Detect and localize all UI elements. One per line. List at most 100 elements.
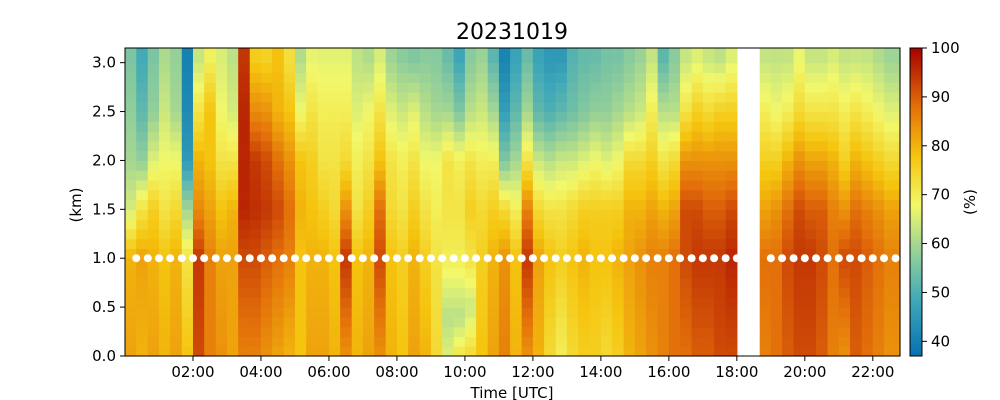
- heat-cell: [453, 82, 466, 93]
- heat-cell: [782, 131, 795, 142]
- heat-cell: [646, 268, 659, 279]
- heat-cell: [306, 199, 319, 210]
- heat-cell: [215, 160, 228, 171]
- heat-cell: [657, 180, 670, 191]
- heat-cell: [158, 326, 171, 338]
- heat-cell: [544, 160, 557, 171]
- heat-cell: [544, 277, 557, 289]
- heat-cell: [827, 248, 840, 259]
- heat-cell: [204, 297, 217, 308]
- heat-cell: [612, 219, 625, 230]
- heat-cell: [816, 228, 829, 240]
- heat-cell: [374, 150, 387, 162]
- heat-cell: [317, 287, 330, 298]
- heat-cell: [782, 72, 795, 83]
- heat-cell: [555, 346, 568, 357]
- heat-cell: [521, 62, 534, 74]
- heat-cell: [260, 219, 273, 230]
- heat-cell: [612, 326, 625, 338]
- heat-cell: [272, 180, 285, 191]
- heat-cell: [351, 131, 364, 142]
- heat-cell: [408, 219, 421, 230]
- heat-cell: [125, 140, 137, 152]
- heat-cell: [566, 238, 579, 250]
- heat-cell: [793, 258, 806, 269]
- heat-cell: [872, 121, 885, 132]
- heat-cell: [884, 219, 901, 230]
- heat-cell: [226, 248, 239, 259]
- heat-cell: [861, 336, 874, 347]
- heat-cell: [600, 82, 613, 93]
- heat-cell: [476, 82, 489, 93]
- heat-cell: [464, 199, 477, 210]
- heat-cell: [612, 72, 625, 83]
- heat-cell: [385, 62, 398, 74]
- heat-cell: [555, 219, 568, 230]
- heat-cell: [725, 287, 738, 298]
- heat-cell: [804, 268, 817, 279]
- heat-cell: [464, 82, 477, 93]
- heat-cell: [612, 209, 625, 220]
- heat-cell: [136, 150, 149, 162]
- heat-cell: [804, 346, 817, 357]
- heat-cell: [816, 209, 829, 220]
- heat-cell: [623, 92, 636, 103]
- heat-cell: [600, 209, 613, 220]
- heat-cell: [306, 170, 319, 181]
- heat-cell: [260, 121, 273, 132]
- heat-cell: [419, 140, 432, 152]
- heat-cell: [804, 336, 817, 347]
- heat-cell: [430, 92, 443, 103]
- heat-cell: [204, 140, 217, 152]
- heat-cell: [884, 346, 901, 357]
- heat-cell: [204, 150, 217, 162]
- heat-cell: [498, 219, 511, 230]
- heat-cell: [419, 307, 432, 318]
- heat-cell: [510, 48, 523, 64]
- heat-cell: [816, 72, 829, 83]
- heat-cell: [340, 140, 353, 152]
- heat-cell: [759, 62, 772, 74]
- heat-cell: [600, 268, 613, 279]
- heat-cell: [668, 101, 681, 113]
- heat-cell: [884, 131, 901, 142]
- marker-row: [132, 254, 900, 263]
- heat-cell: [623, 72, 636, 83]
- heat-cell: [136, 336, 149, 347]
- heat-cell: [419, 72, 432, 83]
- heat-cell: [136, 287, 149, 298]
- heat-cell: [827, 268, 840, 279]
- heat-cell: [838, 219, 851, 230]
- heat-cell: [544, 336, 557, 347]
- heat-cell: [317, 72, 330, 83]
- heat-cell: [351, 48, 364, 64]
- colorbar-tick-label: 40: [931, 332, 950, 350]
- heat-cell: [147, 209, 160, 220]
- heat-cell: [657, 346, 670, 357]
- heat-cell: [782, 277, 795, 289]
- heat-cell: [362, 189, 375, 201]
- heat-cell: [408, 326, 421, 338]
- heat-cell: [396, 131, 409, 142]
- heat-cell: [272, 150, 285, 162]
- heat-cell: [861, 316, 874, 328]
- heat-cell: [181, 150, 194, 162]
- heat-cell: [453, 258, 466, 269]
- heat-cell: [623, 199, 636, 210]
- marker-point: [268, 254, 277, 263]
- heat-cell: [317, 209, 330, 220]
- heat-cell: [691, 219, 704, 230]
- heat-cell: [238, 101, 251, 113]
- heat-cell: [340, 92, 353, 103]
- heat-cell: [226, 82, 239, 93]
- heat-cell: [634, 258, 647, 269]
- heat-cell: [634, 199, 647, 210]
- heat-cell: [544, 82, 557, 93]
- heat-cell: [272, 170, 285, 181]
- heat-cell: [759, 101, 772, 113]
- heat-cell: [838, 307, 851, 318]
- heat-cell: [793, 326, 806, 338]
- heat-cell: [725, 336, 738, 347]
- heat-cell: [328, 101, 341, 113]
- heat-cell: [861, 160, 874, 171]
